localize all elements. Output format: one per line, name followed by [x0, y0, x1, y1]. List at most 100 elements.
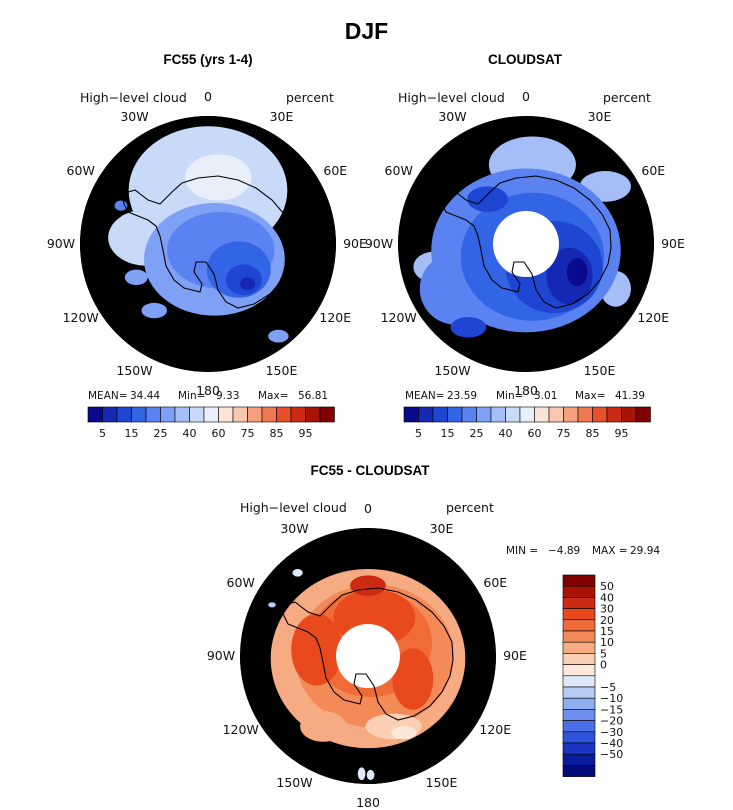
panel-3-colorbar-box-1 [562, 585, 596, 598]
panel-3-colorbar-box-3 [562, 608, 596, 621]
panel-1-units-label: percent [286, 90, 334, 105]
panel-1-lon-label-180: 180 [196, 383, 220, 398]
panel-3-title: FC55 - CLOUDSAT [310, 463, 430, 478]
panel-3-colorbar-tick-13: −40 [600, 737, 623, 750]
panel-2-colorbar-tick-85: 85 [586, 427, 600, 440]
panel-2-max-label: Max= [575, 390, 606, 402]
panel-3-field-region-11 [357, 767, 366, 781]
panel-3-min-label: MIN = [506, 545, 539, 557]
panel-1-field-region-8 [141, 302, 168, 319]
panel-3-field-region-5 [392, 648, 434, 710]
panel-1-field-region-7 [240, 277, 256, 291]
panel-1-lon-label-150E: 150E [265, 363, 298, 379]
panel-3-min-value: −4.89 [548, 545, 581, 557]
panel-3-coastline [281, 587, 454, 721]
panel-1-colorbar-tick-75: 75 [241, 427, 255, 440]
panel-1-field-region-11 [268, 329, 289, 343]
panel-3-colorbar-tick-7: 0 [600, 659, 607, 672]
panel-2-min-value: 3.01 [534, 390, 558, 402]
panel-2-mean-value: 23.59 [447, 390, 478, 402]
panel-2-field-region-9 [566, 258, 588, 287]
panel-3-colorbar-box-5 [562, 630, 596, 643]
panel-3-colorbar-tick-12: −30 [600, 726, 623, 739]
panel-3-field-region-6 [350, 575, 386, 596]
panel-2-variable-label: High−level cloud [398, 90, 505, 105]
panel-1-lon-label-60E: 60E [323, 162, 348, 178]
panel-1-lon-label-90W: 90W [46, 236, 76, 251]
panel-2-lon-label-90E: 90E [661, 236, 685, 251]
panel-3-max-value: 29.94 [630, 545, 661, 557]
panel-2-units-label: percent [603, 90, 651, 105]
panel-1-lon-label-30E: 30E [269, 108, 294, 124]
panel-2-coastline [439, 175, 612, 309]
panel-2-pole-hole [493, 211, 559, 277]
panel-3-lon-label-30E: 30E [429, 520, 454, 536]
panel-3-colorbar-box-14 [562, 731, 596, 744]
panel-1-colorbar-tick-95: 95 [299, 427, 313, 440]
panel-3-field-region-10 [292, 568, 303, 577]
panel-1-coastline [121, 175, 294, 309]
panel-3-colorbar-tick-4: 15 [600, 625, 614, 638]
panel-3-colorbar-box-8 [562, 664, 596, 677]
panel-2-colorbar-tick-15: 15 [441, 427, 455, 440]
panel-3-colorbar-box-15 [562, 742, 596, 755]
panel-1-min-label: Min= [178, 390, 206, 402]
panel-3-field-region-9 [391, 726, 417, 740]
panel-3-lon-label-120E: 120E [479, 721, 512, 737]
panel-3-colorbar-box-12 [562, 709, 596, 721]
panel-2-mean-label: MEAN= [405, 390, 445, 402]
panel-1-max-label: Max= [258, 390, 289, 402]
panel-2-lon-label-180: 180 [514, 383, 538, 398]
panel-2-colorbar-box-16 [635, 406, 651, 423]
panel-1-lon-label-60W: 60W [66, 162, 95, 178]
panel-3-colorbar-box-10 [562, 686, 596, 699]
panel-1-colorbar-tick-85: 85 [270, 427, 284, 440]
panel-3-colorbar-box-7 [562, 653, 596, 665]
panel-3-colorbar-box-16 [562, 753, 596, 766]
panel-2-lon-label-120E: 120E [637, 309, 670, 325]
panel-3-colorbar-box-9 [562, 675, 596, 688]
panel-2-lon-label-0: 0 [522, 89, 530, 104]
panel-2-max-value: 41.39 [615, 390, 646, 402]
panel-2-title: CLOUDSAT [488, 52, 562, 67]
panel-2-colorbar-tick-25: 25 [470, 427, 484, 440]
panel-3-lon-label-120W: 120W [222, 721, 259, 737]
panel-1-colorbar-tick-40: 40 [183, 427, 197, 440]
panel-1-mean-value: 34.44 [130, 390, 161, 402]
panel-2-lon-label-30E: 30E [587, 108, 612, 124]
panel-1-lon-label-120W: 120W [62, 309, 99, 325]
panel-1-field-region-2 [184, 154, 252, 201]
panel-3-colorbar-tick-3: 20 [600, 614, 614, 627]
panel-3-colorbar-tick-5: 10 [600, 636, 614, 649]
panel-1-lon-label-90E: 90E [343, 236, 367, 251]
panel-3-field-region-13 [268, 602, 276, 608]
panel-3-field-region-4 [291, 613, 343, 686]
panel-3-field-region-7 [300, 711, 347, 742]
panel-3-colorbar-box-4 [562, 619, 596, 632]
panel-3-lon-label-90W: 90W [206, 648, 236, 663]
panel-2-lon-label-90W: 90W [364, 236, 394, 251]
panel-1-lon-label-0: 0 [204, 89, 212, 104]
panel-2-min-label: Min= [496, 390, 524, 402]
panel-2-colorbar-tick-5: 5 [415, 427, 422, 440]
panel-2-lon-label-150W: 150W [434, 363, 471, 379]
figure-title: DJF [344, 18, 389, 44]
panel-3-max-label: MAX = [592, 545, 628, 557]
panel-2-colorbar-tick-60: 60 [528, 427, 542, 440]
panel-3-colorbar-tick-0: 50 [600, 580, 614, 593]
panel-1-max-value: 56.81 [298, 390, 329, 402]
panel-1-min-value: 9.33 [216, 390, 240, 402]
panel-1-variable-label: High−level cloud [80, 90, 187, 105]
panel-1-colorbar-box-16 [319, 406, 335, 423]
panel-3-colorbar-box-0 [562, 574, 596, 587]
panel-3-lon-label-60E: 60E [483, 574, 508, 590]
panel-2-lon-label-30W: 30W [438, 108, 467, 124]
panel-3-field-region-12 [366, 769, 375, 781]
panel-2-lon-label-60W: 60W [384, 162, 413, 178]
panel-1-lon-label-30W: 30W [120, 108, 149, 124]
panel-3-colorbar-box-13 [562, 720, 596, 733]
panel-3-lon-label-180: 180 [356, 795, 380, 810]
